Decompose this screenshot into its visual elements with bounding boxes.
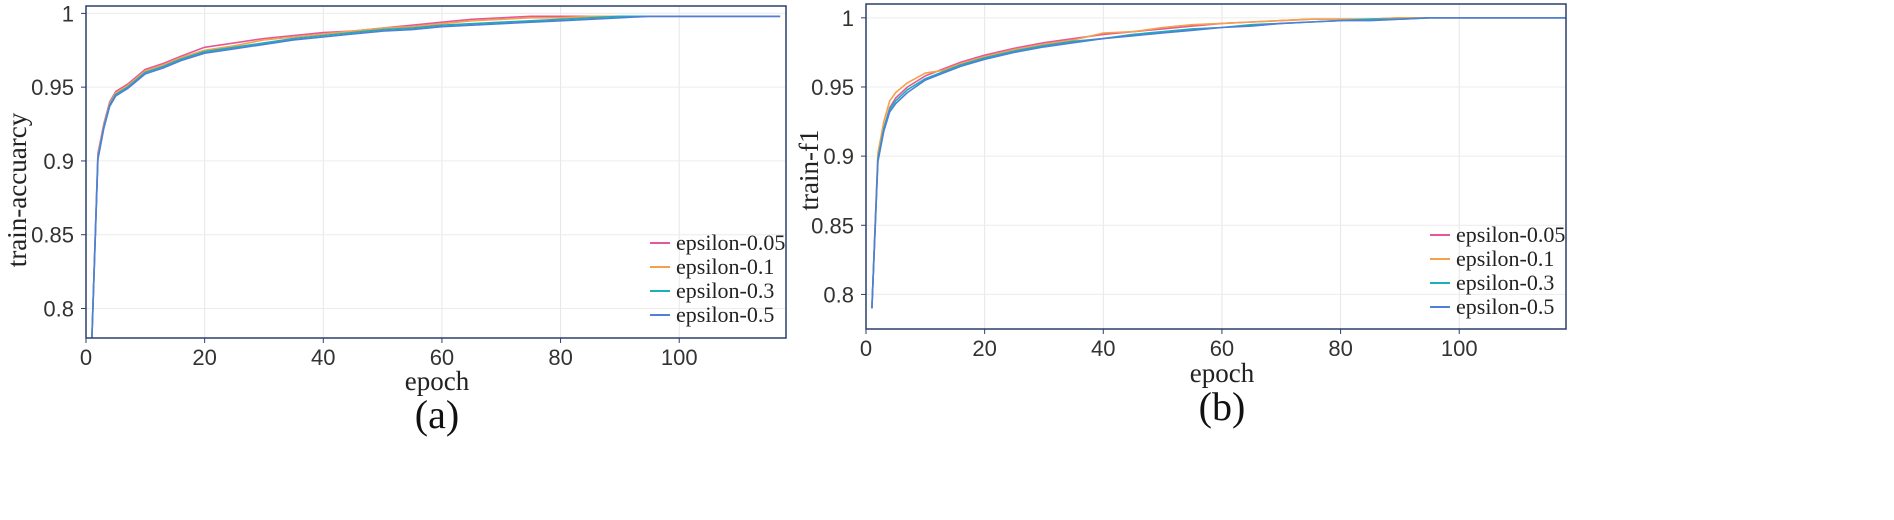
y-tick-label: 0.9 [823,144,854,169]
legend-label-epsilon-0.05: epsilon-0.05 [676,230,785,255]
legend-label-epsilon-0.3: epsilon-0.3 [1456,270,1554,295]
series-line-epsilon-0.5 [871,17,1566,309]
x-tick-label: 60 [1210,336,1234,361]
series-group-b [871,17,1566,309]
x-tick-label: 100 [661,345,698,370]
caption-a: (a) [415,392,459,437]
x-tick-label: 40 [1091,336,1115,361]
y-axis-label-a: train-accuarcy [2,112,32,267]
series-group-a [91,15,781,339]
y-tick-label: 0.95 [811,75,854,100]
x-tick-label: 80 [1328,336,1352,361]
y-tick-label: 0.95 [31,75,74,100]
y-tick-labels-b: 0.8 0.85 0.9 0.95 1 [811,6,866,307]
y-tick-label: 1 [842,6,854,31]
chart-panel-b: 0 20 40 60 80 100 0.8 0.85 0.9 0.95 1 epsilon-0.0… [794,3,1567,429]
plot-frame-a [85,5,787,339]
y-tick-label: 0.85 [811,213,854,238]
x-tick-label: 20 [972,336,996,361]
x-tick-label: 40 [311,345,335,370]
legend-label-epsilon-0.5: epsilon-0.5 [1456,294,1554,319]
y-tick-label: 1 [62,1,74,26]
y-tick-label: 0.85 [31,223,74,248]
series-line-epsilon-0.3 [91,15,781,339]
legend-label-epsilon-0.5: epsilon-0.5 [676,302,774,327]
x-tick-labels-b: 0 20 40 60 80 100 [860,329,1478,361]
legend-label-epsilon-0.1: epsilon-0.1 [676,254,774,279]
y-tick-label: 0.8 [43,296,74,321]
series-line-epsilon-0.5 [91,15,781,339]
y-tick-label: 0.8 [823,282,854,307]
y-tick-label: 0.9 [43,149,74,174]
x-tick-label: 20 [192,345,216,370]
legend-label-epsilon-0.05: epsilon-0.05 [1456,222,1565,247]
caption-b: (b) [1199,384,1246,429]
x-tick-label: 60 [430,345,454,370]
x-tick-labels-a: 0 20 40 60 80 100 [80,338,698,370]
x-tick-label: 0 [80,345,92,370]
legend-a: epsilon-0.05epsilon-0.1epsilon-0.3epsilo… [650,230,785,327]
y-axis-label-b: train-f1 [794,130,824,211]
series-line-epsilon-0.1 [871,17,1566,309]
x-axis-label-b: epoch [1190,358,1255,388]
axes-frame [865,3,1567,330]
x-tick-label: 80 [548,345,572,370]
x-tick-label: 100 [1441,336,1478,361]
plot-frame-b [865,3,1567,330]
legend-label-epsilon-0.3: epsilon-0.3 [676,278,774,303]
plot-background [86,6,786,338]
chart-panel-a: 0 20 40 60 80 100 0.8 0.85 0.9 0.95 1 epsilon-0.0… [2,1,787,437]
x-tick-label: 0 [860,336,872,361]
legend-b: epsilon-0.05epsilon-0.1epsilon-0.3epsilo… [1430,222,1565,319]
gridlines-a [85,6,786,338]
x-axis-label-a: epoch [405,366,470,396]
plot-area-a [86,6,786,338]
y-tick-labels-a: 0.8 0.85 0.9 0.95 1 [31,1,86,321]
legend-label-epsilon-0.1: epsilon-0.1 [1456,246,1554,271]
axes-frame [85,5,787,339]
